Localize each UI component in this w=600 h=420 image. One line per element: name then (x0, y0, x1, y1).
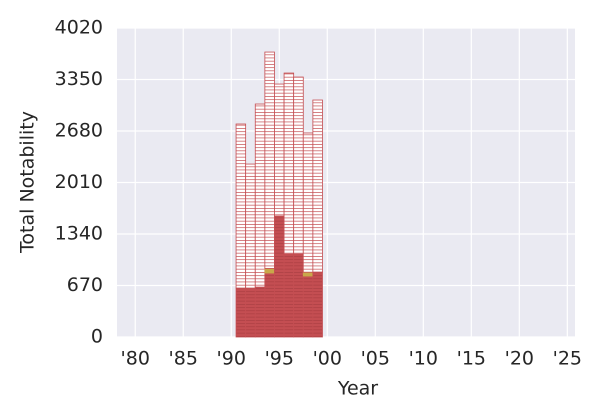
bar-segment (254, 286, 266, 338)
bar-segment (235, 123, 247, 289)
x-tick-label: '85 (169, 348, 198, 370)
bar-segment (312, 99, 323, 273)
y-tick-label: 4020 (55, 17, 103, 39)
x-tick-label: '20 (505, 348, 534, 370)
y-tick-label: 0 (91, 326, 103, 348)
bar-segment (302, 271, 314, 277)
bar-segment (274, 215, 285, 338)
bar-segment (245, 163, 256, 289)
bar-segment (312, 271, 323, 338)
y-axis-label: Total Notability (17, 111, 39, 254)
bar-segment (264, 268, 275, 274)
bar-segment (293, 253, 304, 338)
bar-segment (283, 72, 295, 255)
bar-segment (245, 287, 256, 338)
x-axis-label: Year (337, 378, 378, 400)
y-tick-label: 3350 (55, 68, 103, 90)
bar-segment (235, 287, 247, 338)
bar-segment (302, 132, 314, 273)
y-tick-label: 2680 (55, 120, 103, 142)
bar-segment (264, 272, 275, 338)
x-tick-label: '10 (409, 348, 438, 370)
x-tick-label: '25 (553, 348, 582, 370)
x-tick-label: '00 (313, 348, 342, 370)
x-tick-label: '15 (457, 348, 486, 370)
bar-segment (264, 51, 275, 269)
y-tick-label: 670 (67, 274, 103, 296)
bar-segment (302, 275, 314, 338)
x-tick-label: '80 (121, 348, 150, 370)
bar-segment (274, 83, 285, 217)
bar-segment (254, 103, 266, 288)
bar-segment (293, 76, 304, 255)
x-tick-label: '95 (265, 348, 294, 370)
bar-segment (283, 253, 295, 338)
y-tick-label: 2010 (55, 171, 103, 193)
x-tick-label: '05 (361, 348, 390, 370)
x-tick-label: '90 (217, 348, 246, 370)
y-tick-label: 1340 (55, 223, 103, 245)
